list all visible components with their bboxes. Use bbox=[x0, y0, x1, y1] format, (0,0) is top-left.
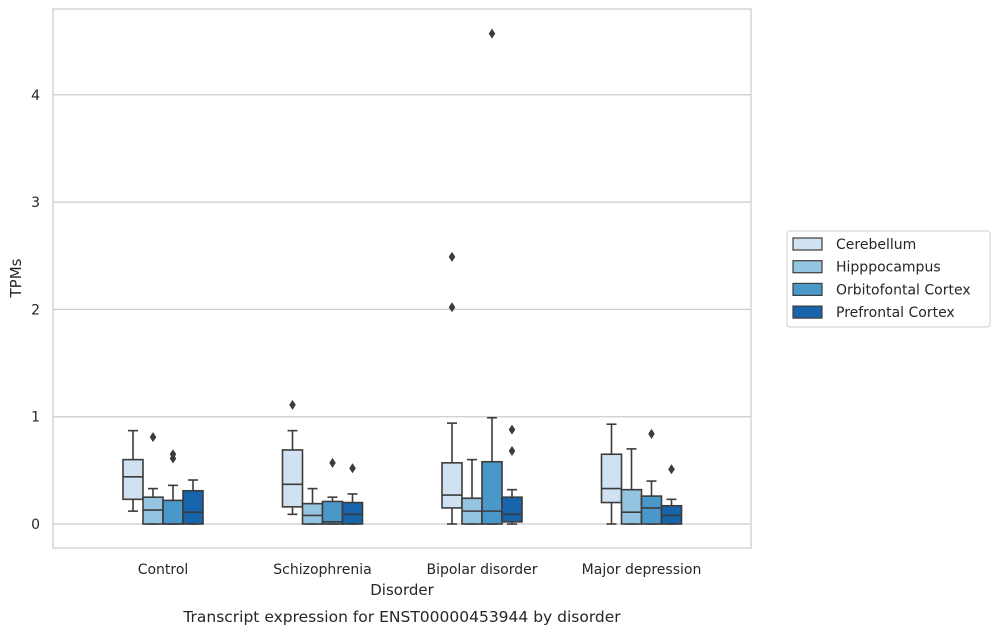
box-group bbox=[620, 448, 643, 525]
box-group bbox=[461, 458, 483, 525]
box-iqr bbox=[481, 460, 503, 525]
outlier-point bbox=[289, 399, 296, 410]
outlier-point bbox=[448, 302, 456, 313]
legend-frame bbox=[786, 230, 991, 328]
box-group bbox=[162, 449, 184, 525]
outlier-point bbox=[329, 457, 336, 468]
outlier-point bbox=[648, 428, 655, 439]
y-tick-labels: 0 1 2 3 4 bbox=[31, 88, 40, 533]
box-iqr bbox=[441, 462, 463, 509]
legend-label: Orbitofontal Cortex bbox=[836, 282, 971, 298]
x-tick-label: Schizophrenia bbox=[273, 562, 371, 578]
box-iqr bbox=[341, 501, 364, 525]
y-tick-label: 4 bbox=[31, 88, 40, 104]
box-group bbox=[481, 28, 503, 525]
box-iqr bbox=[281, 449, 304, 508]
box-group bbox=[182, 479, 204, 525]
gridlines bbox=[53, 94, 751, 525]
box-group bbox=[640, 428, 663, 525]
legend: Cerebellum Hipppocampus Orbitofontal Corte… bbox=[786, 230, 991, 328]
x-axis-label: Disorder bbox=[370, 581, 434, 599]
box-iqr bbox=[301, 502, 324, 525]
box-group bbox=[341, 463, 364, 525]
outlier-point bbox=[448, 251, 456, 262]
x-tick-label: Control bbox=[138, 562, 189, 578]
box-series-layer bbox=[122, 28, 683, 525]
outlier-point bbox=[508, 424, 516, 435]
plot-frame bbox=[52, 8, 752, 549]
outlier-point bbox=[149, 432, 157, 443]
box-iqr bbox=[640, 495, 663, 525]
legend-label: Prefrontal Cortex bbox=[836, 305, 955, 321]
box-group bbox=[281, 399, 304, 516]
legend-swatch bbox=[792, 260, 823, 274]
outlier-point bbox=[169, 453, 177, 464]
outlier-point bbox=[349, 463, 356, 474]
box-iqr bbox=[162, 499, 184, 525]
box-iqr bbox=[501, 496, 523, 523]
box-group bbox=[301, 487, 324, 525]
y-axis-label: TPMs bbox=[7, 258, 25, 298]
x-tick-label: Major depression bbox=[582, 562, 702, 578]
y-tick-label: 1 bbox=[31, 410, 40, 426]
legend-label: Cerebellum bbox=[836, 237, 916, 253]
box-group bbox=[441, 251, 463, 525]
box-iqr bbox=[620, 488, 643, 525]
legend-swatch bbox=[792, 237, 823, 251]
outlier-point bbox=[508, 446, 516, 457]
y-tick-label: 3 bbox=[31, 195, 40, 211]
box-group bbox=[122, 429, 144, 512]
box-group bbox=[142, 432, 164, 525]
box-group bbox=[321, 457, 344, 525]
chart-caption: Transcript expression for ENST0000045394… bbox=[182, 608, 621, 626]
legend-swatch bbox=[792, 282, 823, 296]
legend-swatch bbox=[792, 305, 823, 319]
outlier-point bbox=[488, 28, 496, 39]
outlier-point bbox=[668, 464, 675, 475]
y-tick-label: 0 bbox=[31, 517, 40, 533]
box-group bbox=[501, 424, 523, 525]
box-group bbox=[600, 423, 623, 525]
legend-label: Hipppocampus bbox=[836, 260, 941, 276]
box-iqr bbox=[182, 489, 204, 525]
box-iqr bbox=[321, 500, 344, 525]
x-tick-label: Bipolar disorder bbox=[426, 562, 537, 578]
box-iqr bbox=[122, 458, 144, 501]
box-iqr bbox=[600, 453, 623, 504]
x-tick-labels: Control Schizophrenia Bipolar disorder Majo… bbox=[138, 562, 702, 578]
box-group bbox=[660, 464, 683, 525]
y-tick-label: 2 bbox=[31, 302, 40, 318]
